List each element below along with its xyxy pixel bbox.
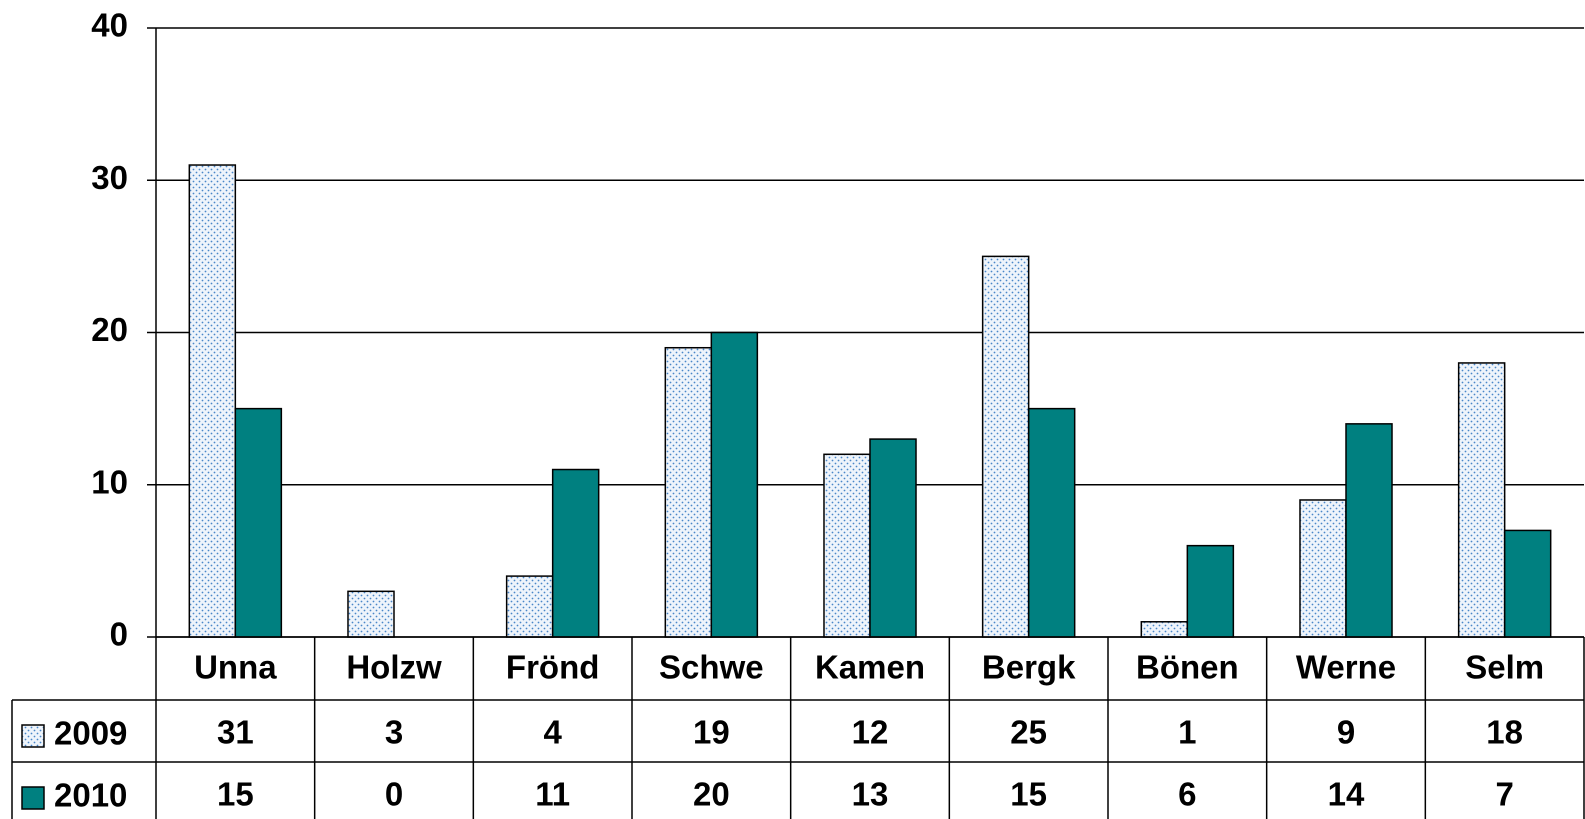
table-value: 12 [852,714,889,751]
y-tick-label: 40 [91,7,128,44]
bar [981,255,1030,638]
x-tick-label: Frönd [506,649,599,686]
table-value: 25 [1010,714,1047,751]
table-value: 1 [1178,714,1196,751]
bar [1027,407,1076,638]
bar [869,438,917,638]
bar [551,468,600,638]
x-tick-label: Bönen [1136,649,1239,686]
y-tick-label: 10 [91,463,128,500]
legend-swatch [21,786,45,810]
bar [710,331,759,638]
x-tick-label: Werne [1296,649,1396,686]
table-value: 9 [1337,714,1355,751]
table-value: 15 [217,776,254,813]
bar [234,407,283,638]
x-tick-label: Unna [194,649,277,686]
bar [1345,423,1393,638]
x-tick-label: Selm [1465,649,1544,686]
table-value: 11 [535,776,570,813]
bar [347,590,395,638]
bar [1186,544,1235,638]
table-value: 15 [1010,776,1047,813]
table-value: 13 [852,776,889,813]
bar [1299,499,1347,638]
table-value: 7 [1495,776,1513,813]
legend-label: 2009 [54,715,127,752]
bar [1140,621,1189,638]
table-value: 31 [217,714,254,751]
table-value: 4 [543,714,562,751]
bar [1457,362,1506,638]
table-value: 3 [385,714,403,751]
bar [505,575,554,638]
x-tick-label: Kamen [815,649,925,686]
table-value: 20 [693,776,730,813]
bar [823,453,871,638]
table-value: 18 [1486,714,1523,751]
x-tick-label: Holzw [346,649,442,686]
table-value: 0 [385,776,403,813]
table-value: 14 [1328,776,1365,813]
table-value: 19 [693,714,730,751]
legend-swatch [21,724,45,748]
y-tick-label: 20 [91,311,128,348]
bar [1503,529,1552,638]
legend-label: 2010 [54,777,127,814]
y-tick-label: 30 [91,159,128,196]
table-value: 6 [1178,776,1196,813]
y-tick-label: 0 [110,616,128,653]
bar [664,346,713,638]
x-tick-label: Bergk [982,649,1076,686]
bar [188,164,237,638]
x-tick-label: Schwe [659,649,764,686]
